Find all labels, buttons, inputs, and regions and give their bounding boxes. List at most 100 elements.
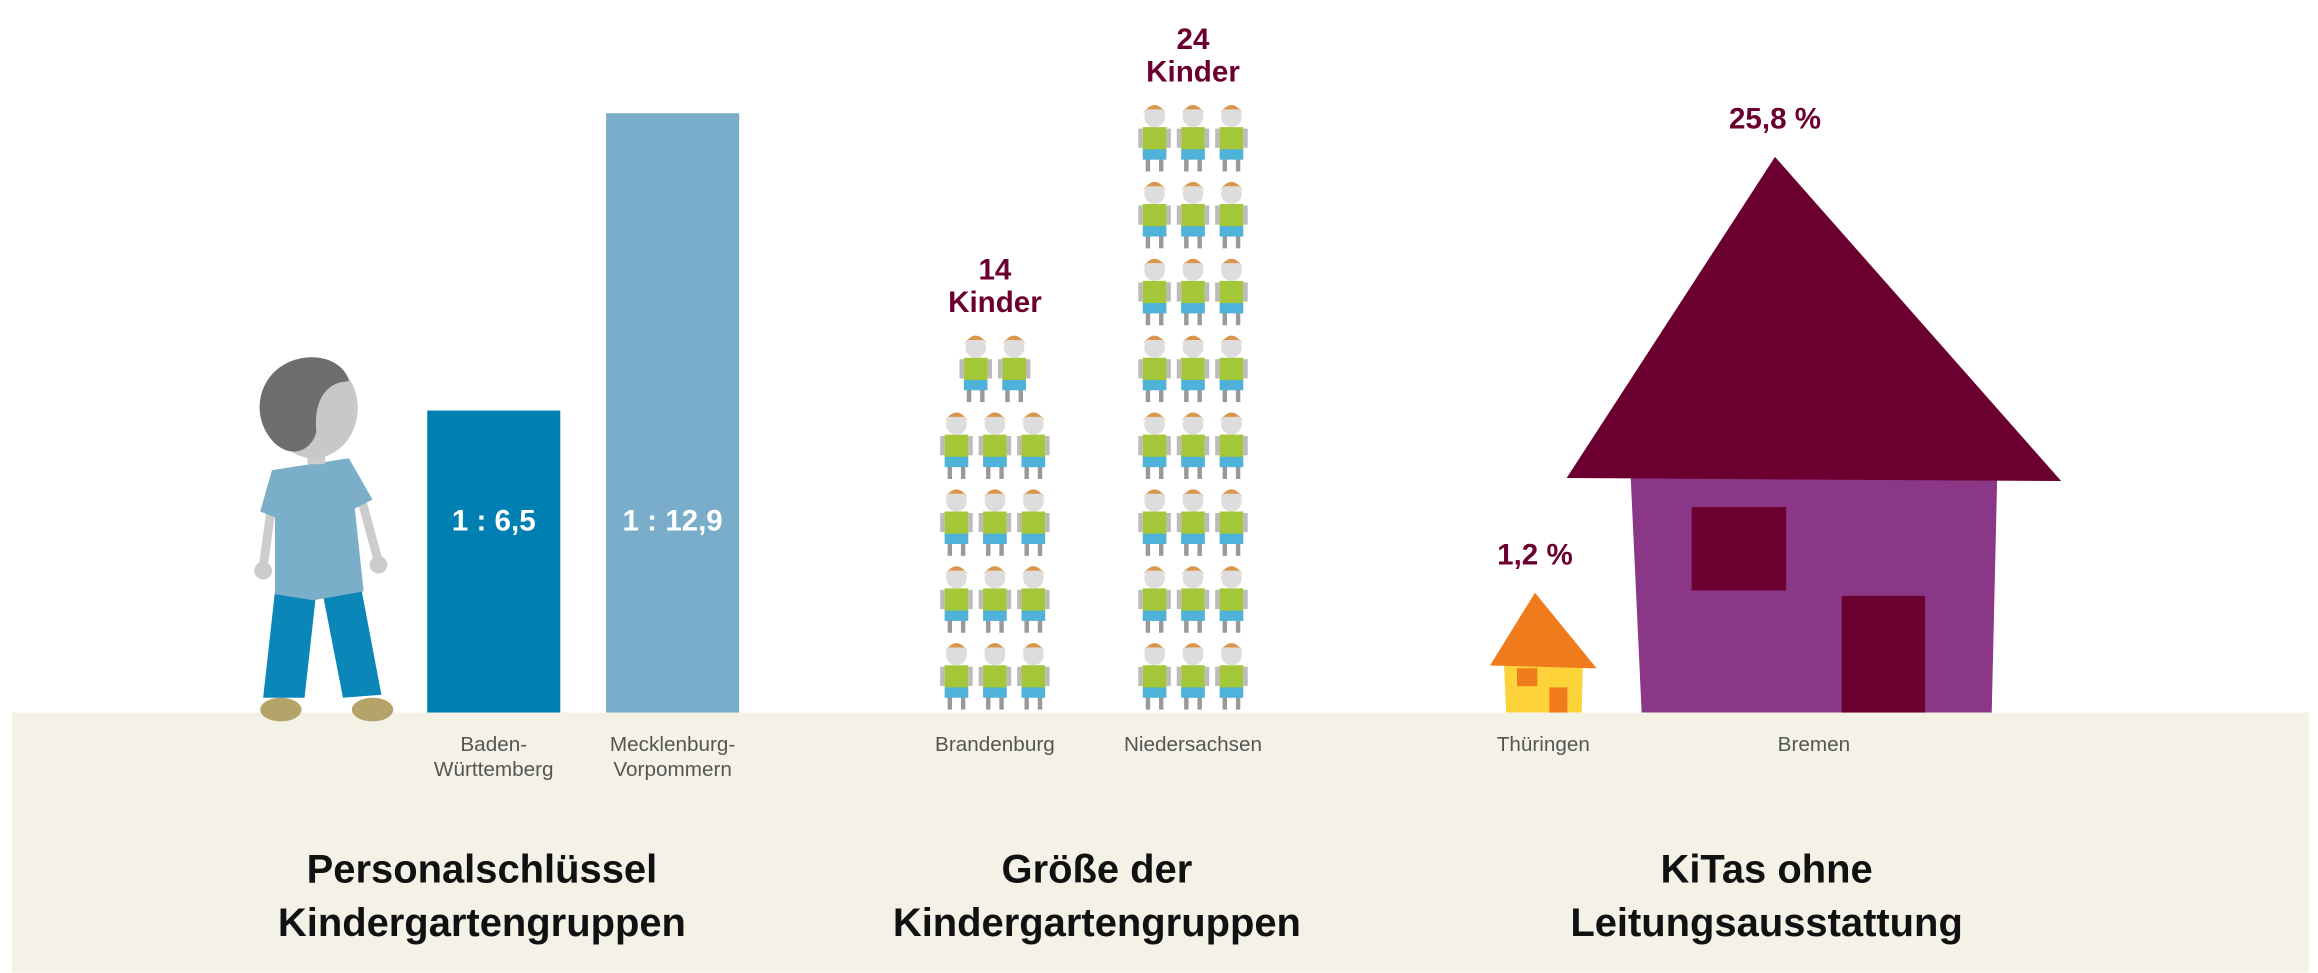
child-leg xyxy=(1146,158,1150,171)
child-head xyxy=(1221,568,1242,589)
child-leg xyxy=(1223,235,1227,248)
child-head xyxy=(1144,491,1165,512)
child-arm xyxy=(1243,205,1247,224)
child-head xyxy=(1023,414,1044,435)
child-arm xyxy=(1045,667,1049,686)
section-title: Leitungsausstattung xyxy=(1500,896,2032,949)
child-arm xyxy=(1205,590,1209,609)
value-label: 1,2 % xyxy=(1479,539,1591,572)
child-head xyxy=(1023,568,1044,589)
child-shirt xyxy=(1022,588,1046,610)
child-head xyxy=(1183,645,1204,666)
child-leg xyxy=(1146,466,1150,479)
child-shirt xyxy=(1143,127,1167,149)
child-arm xyxy=(940,436,944,455)
child-arm xyxy=(1045,436,1049,455)
child-shorts xyxy=(1181,225,1205,237)
child-shirt xyxy=(1181,588,1205,610)
child-shorts xyxy=(1143,378,1167,390)
child-leg xyxy=(1197,158,1201,171)
child-arm xyxy=(1166,436,1170,455)
child-shirt xyxy=(945,435,969,457)
child-shorts xyxy=(1143,225,1167,237)
child-arm xyxy=(1177,667,1181,686)
child-leg xyxy=(948,543,952,556)
child-arm xyxy=(1166,513,1170,532)
child-arm xyxy=(1007,590,1011,609)
child-leg xyxy=(1159,466,1163,479)
infographic: PersonalschlüsselKindergartengruppenBade… xyxy=(0,0,2318,973)
child-leg xyxy=(1146,543,1150,556)
child-leg xyxy=(1223,158,1227,171)
child-arm xyxy=(1205,359,1209,378)
child-head xyxy=(1144,414,1165,435)
child-leg xyxy=(1024,696,1028,709)
child-arm xyxy=(1243,436,1247,455)
child-leg xyxy=(967,389,971,402)
child-shirt xyxy=(1181,127,1205,149)
child-shirt xyxy=(983,588,1007,610)
child-arm xyxy=(940,590,944,609)
child-arm xyxy=(1007,513,1011,532)
child-shorts xyxy=(1143,686,1167,698)
child-head xyxy=(1221,183,1242,204)
child-leg xyxy=(1146,235,1150,248)
child-leg xyxy=(1236,235,1240,248)
child-leg xyxy=(1236,466,1240,479)
child-shorts xyxy=(1181,378,1205,390)
child-leg xyxy=(948,466,952,479)
child-leg xyxy=(1197,619,1201,632)
child-shorts xyxy=(1143,532,1167,544)
child-arm xyxy=(1007,436,1011,455)
child-arm xyxy=(1215,359,1219,378)
child-arm xyxy=(1166,129,1170,148)
child-leg xyxy=(1005,389,1009,402)
category-label: Mecklenburg-Vorpommern xyxy=(596,732,750,782)
child-shorts xyxy=(964,378,988,390)
child-leg xyxy=(1146,389,1150,402)
child-arm xyxy=(1045,590,1049,609)
child-arm xyxy=(1215,282,1219,301)
section-title: Personalschlüssel xyxy=(216,843,748,896)
child-arm xyxy=(1017,436,1021,455)
child-arm xyxy=(1177,590,1181,609)
child-leg xyxy=(1223,619,1227,632)
child-leg xyxy=(1146,696,1150,709)
child-arm xyxy=(940,667,944,686)
child-shirt xyxy=(1143,511,1167,533)
child-leg xyxy=(1197,389,1201,402)
child-leg xyxy=(1038,466,1042,479)
child-shorts xyxy=(1181,609,1205,621)
child-head xyxy=(1183,491,1204,512)
child-leg xyxy=(1024,543,1028,556)
child-shirt xyxy=(1143,435,1167,457)
child-shirt xyxy=(945,588,969,610)
child-shorts xyxy=(945,532,969,544)
child-leg xyxy=(999,466,1003,479)
child-head xyxy=(1221,337,1242,358)
child-arm xyxy=(979,590,983,609)
child-leg xyxy=(986,466,990,479)
section-title: Kindergartengruppen xyxy=(216,896,748,949)
child-shorts xyxy=(1220,225,1244,237)
child-head xyxy=(1183,106,1204,127)
child-arm xyxy=(1017,667,1021,686)
child-arm xyxy=(1166,667,1170,686)
child-shirt xyxy=(1181,358,1205,380)
child-arm xyxy=(1177,436,1181,455)
category-label: Brandenburg xyxy=(918,732,1072,757)
child-leg xyxy=(1236,312,1240,325)
child-shirt xyxy=(1181,204,1205,226)
child-leg xyxy=(1236,543,1240,556)
child-arm xyxy=(979,667,983,686)
child-leg xyxy=(999,543,1003,556)
child-shorts xyxy=(1181,532,1205,544)
child-shorts xyxy=(1181,686,1205,698)
child-leg xyxy=(961,619,965,632)
house-door xyxy=(1549,687,1567,712)
child-shirt xyxy=(983,435,1007,457)
child-leg xyxy=(1197,235,1201,248)
child-arm xyxy=(1205,513,1209,532)
child-leg xyxy=(1197,543,1201,556)
child-shirt xyxy=(983,511,1007,533)
